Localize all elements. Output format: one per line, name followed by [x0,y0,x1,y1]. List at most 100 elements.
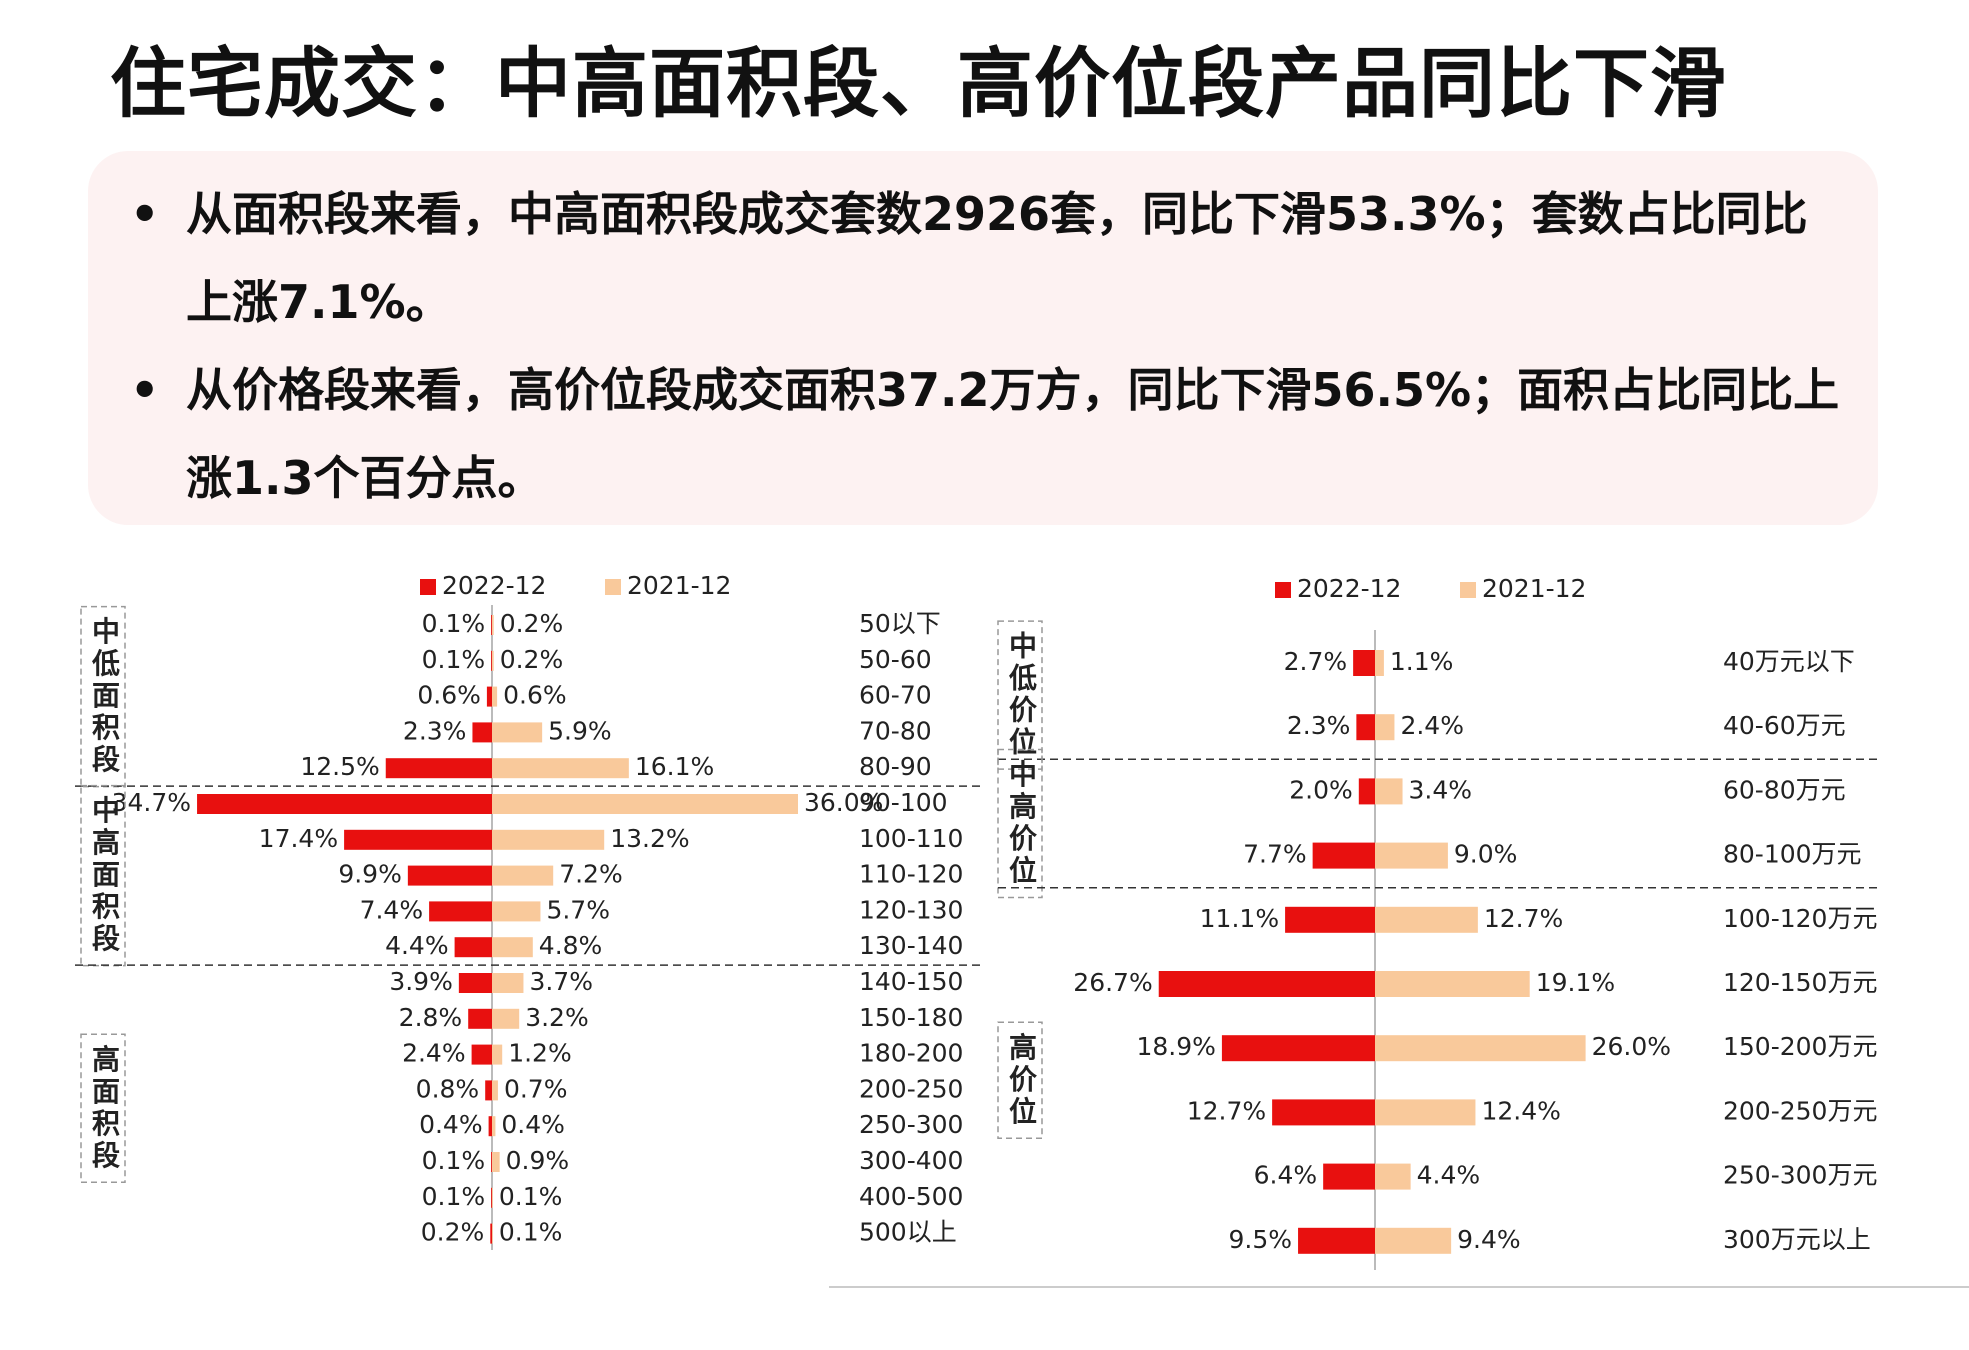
bar [1285,906,1375,933]
value-label: 9.5% [1229,1225,1293,1254]
bar [1356,714,1375,741]
value-label: 0.6% [417,681,481,710]
bar [1323,1163,1375,1190]
value-label: 0.2% [500,645,564,674]
value-label: 0.1% [422,1182,486,1211]
value-label: 0.2% [421,1218,485,1247]
legend-label: 2022-12 [442,571,546,600]
group-box [997,1021,1043,1140]
bar [1158,971,1375,997]
bar [492,722,543,743]
value-label: 1.2% [508,1039,572,1068]
bar [492,1187,493,1208]
bullet: 从面积段来看，中高面积段成交套数2926套，同比下滑53.3%；套数占比同比上涨… [130,170,1850,346]
bar [458,973,492,993]
bar [1375,1035,1586,1062]
bar [454,937,492,958]
category-label: 50以下 [859,609,941,638]
bar [492,794,798,814]
bar [1375,971,1530,997]
group-label: 中高面积段 [88,795,121,955]
category-label: 500以上 [859,1218,957,1247]
category-label: 100-110 [859,824,963,853]
bar [385,758,492,779]
value-label: 0.1% [499,1182,563,1211]
value-label: 4.4% [385,931,449,960]
value-label: 9.4% [1457,1225,1521,1254]
bar [492,1152,500,1172]
value-label: 18.9% [1136,1032,1215,1061]
value-label: 12.7% [1187,1096,1266,1125]
bar [344,829,492,850]
value-label: 0.6% [503,681,567,710]
bar [492,1116,496,1137]
group-box [997,620,1043,770]
value-label: 12.5% [300,752,379,781]
bar [1375,1099,1476,1126]
value-label: 7.7% [1243,840,1307,869]
bar [492,865,554,886]
value-label: 26.0% [1592,1032,1671,1061]
group-label: 中低面积段 [88,616,121,776]
bar [1298,1227,1375,1254]
group-label: 中低价位 [1005,631,1038,759]
value-label: 19.1% [1536,968,1615,997]
value-label: 0.1% [422,645,486,674]
bar [492,615,494,635]
value-label: 2.3% [1287,711,1351,740]
value-label: 5.7% [546,895,610,924]
value-label: 2.0% [1289,775,1353,804]
bar [492,650,494,671]
category-label: 120-130 [859,895,963,924]
bar [1358,778,1375,805]
category-label: 110-120 [859,860,963,889]
legend-swatch [420,579,436,595]
bar [1375,1227,1452,1254]
value-label: 12.4% [1481,1096,1560,1125]
group-label: 中高价位 [1005,759,1038,887]
value-label: 0.7% [504,1074,568,1103]
bar [1375,714,1395,741]
bar [491,615,492,635]
value-label: 1.1% [1390,647,1454,676]
bar [492,1223,493,1244]
value-label: 6.4% [1254,1161,1318,1190]
value-label: 0.4% [419,1110,483,1139]
category-label: 200-250万元 [1723,1096,1877,1125]
group-label: 高价位 [1005,1032,1038,1128]
value-label: 2.4% [402,1039,466,1068]
value-label: 9.0% [1454,840,1518,869]
value-label: 3.9% [389,967,453,996]
bar [492,758,629,779]
value-label: 12.7% [1484,904,1563,933]
bar [492,1008,520,1029]
category-label: 250-300万元 [1723,1161,1877,1190]
value-label: 0.9% [506,1146,570,1175]
value-label: 9.9% [338,860,402,889]
value-label: 2.3% [403,716,467,745]
bar [492,686,498,707]
bar [491,650,492,671]
bar [472,722,492,743]
value-label: 3.4% [1409,775,1473,804]
category-label: 140-150 [859,967,963,996]
value-label: 0.1% [499,1218,563,1247]
category-label: 150-180 [859,1003,963,1032]
category-label: 250-300 [859,1110,963,1139]
bar [492,937,533,958]
value-label: 5.9% [548,716,612,745]
bar [1312,842,1375,869]
category-label: 130-140 [859,931,963,960]
category-label: 150-200万元 [1723,1032,1877,1061]
value-label: 0.4% [501,1110,565,1139]
legend-label: 2021-12 [627,571,731,600]
value-label: 4.4% [1417,1161,1481,1190]
bar [492,829,605,850]
category-label: 80-100万元 [1723,840,1862,869]
value-label: 13.2% [610,824,689,853]
bar [1221,1035,1375,1062]
bar [468,1008,492,1029]
value-label: 7.2% [559,860,623,889]
bar [491,1152,492,1172]
